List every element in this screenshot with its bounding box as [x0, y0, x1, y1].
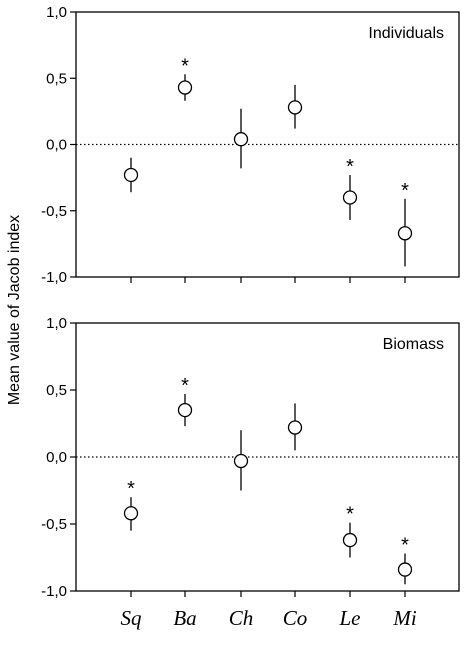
x-category-label-mi: Mi	[392, 606, 416, 630]
y-tick-label: -1,0	[41, 269, 67, 286]
significance-star: *	[346, 156, 354, 178]
data-point-ch	[233, 453, 249, 469]
x-category-label-ch: Ch	[229, 606, 254, 630]
significance-star: *	[181, 55, 189, 77]
data-point-mi	[397, 226, 413, 241]
x-category-label-ba: Ba	[173, 606, 196, 630]
panels: -1,0 -0,5 0,0 0,5 1,0 Individuals * * * -1,0 -0,5 0…	[41, 4, 460, 600]
data-point-ba	[177, 80, 193, 95]
y-tick-label: -0,5	[41, 516, 67, 533]
data-point-sq	[123, 167, 139, 183]
panel-label: Biomass	[383, 336, 444, 353]
significance-star: *	[401, 534, 409, 556]
significance-star: *	[127, 478, 135, 500]
y-tick-label: 1,0	[46, 315, 67, 332]
x-axis-categories: Sq Ba Ch Co Le Mi	[121, 606, 417, 630]
y-axis-label: Mean value of Jacob index	[6, 215, 23, 405]
y-tick-label: -0,5	[41, 203, 67, 220]
y-tick-label: 0,5	[46, 382, 67, 399]
significance-star: *	[401, 180, 409, 202]
y-tick-label: 0,0	[46, 449, 67, 466]
data-point-ch	[233, 132, 249, 147]
panel-individuals: -1,0 -0,5 0,0 0,5 1,0 Individuals * * *	[41, 4, 460, 286]
y-tick-label: 0,5	[46, 70, 67, 87]
y-tick-label: 0,0	[46, 137, 67, 154]
x-category-label-sq: Sq	[121, 606, 143, 630]
x-category-label-le: Le	[339, 606, 361, 630]
y-tick-label: 1,0	[46, 4, 67, 21]
data-point-le	[342, 532, 358, 548]
data-point-mi	[397, 562, 413, 577]
data-point-sq	[123, 506, 139, 521]
y-tick-label: -1,0	[41, 583, 67, 600]
significance-star: *	[346, 504, 354, 526]
significance-star: *	[181, 375, 189, 397]
data-point-ba	[177, 402, 193, 418]
data-point-le	[342, 190, 358, 205]
panel-label: Individuals	[368, 25, 444, 42]
x-category-label-co: Co	[283, 606, 308, 630]
data-point-co	[287, 100, 303, 115]
panel-biomass: -1,0 -0,5 0,0 0,5 1,0 Biomass * * * *	[41, 315, 460, 600]
data-point-co	[287, 420, 303, 435]
